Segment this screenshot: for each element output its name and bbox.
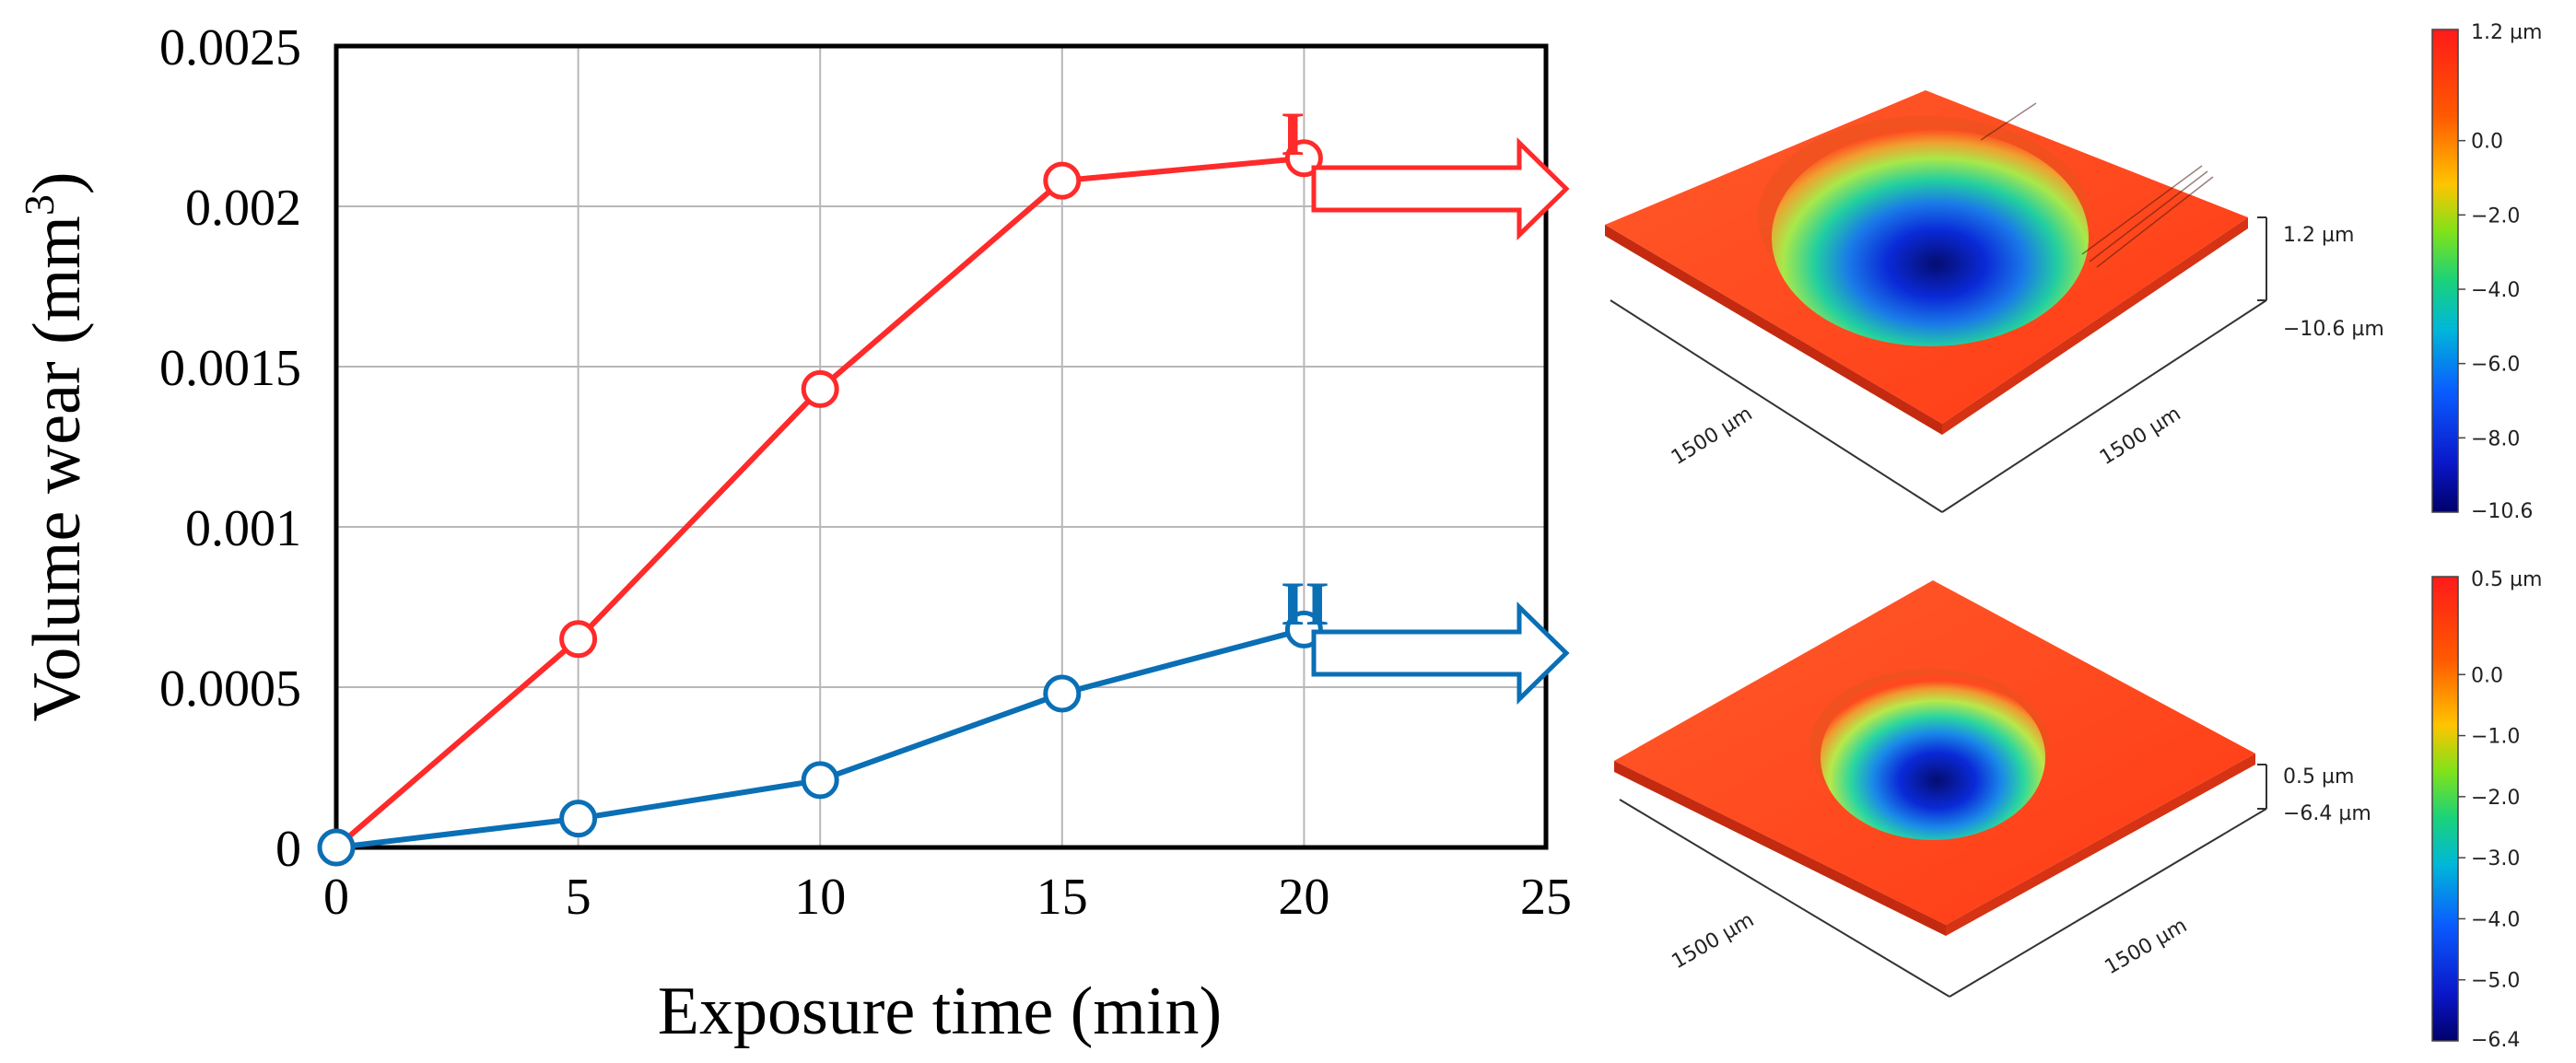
x-axis-title: Exposure time (min)	[658, 974, 1222, 1049]
x-tick-label: 5	[566, 869, 591, 926]
scale-II-top: 0.5 µm	[2471, 568, 2542, 591]
data-point-I	[801, 369, 839, 408]
crater-I	[1772, 129, 2089, 346]
color-scale-II	[2431, 576, 2459, 1042]
scale-I-top: 1.2 µm	[2471, 21, 2542, 44]
scale-tick-label: −3.0	[2471, 847, 2520, 870]
y-tick-label: 0.002	[185, 180, 301, 237]
color-scale-I	[2431, 29, 2459, 513]
x-tick-labels: 0 5 10 15 20 25	[323, 869, 1572, 926]
x-tick-label: 25	[1520, 869, 1572, 926]
series-label-II: II	[1281, 568, 1329, 638]
x-tick-label: 10	[794, 869, 846, 926]
scale-tick-label: −4.0	[2471, 908, 2520, 931]
map-II-axis-left: 1500 µm	[1669, 908, 1759, 974]
y-tick-label: 0.0015	[159, 340, 301, 397]
data-point-II	[317, 828, 356, 867]
scale-I-bottom: −10.6	[2471, 500, 2533, 523]
y-tick-label: 0.0025	[159, 19, 301, 76]
data-point-I	[559, 620, 598, 659]
map-II-z-bottom: −6.4 µm	[2283, 802, 2371, 825]
y-tick-labels: 0 0.0005 0.001 0.0015 0.002 0.0025	[159, 19, 301, 878]
arrow-to-map-II	[1311, 602, 1570, 705]
scale-tick-label: 0.0	[2471, 664, 2503, 687]
scale-tick-label: −5.0	[2471, 970, 2520, 993]
surface-map-II: 1500 µm 1500 µm 0.5 µm −6.4 µm 0.5 µm 0.…	[1614, 568, 2542, 1052]
data-point-II	[1043, 674, 1082, 713]
y-tick-label: 0.0005	[159, 660, 301, 718]
map-I-z-bottom: −10.6 µm	[2283, 318, 2384, 341]
map-I-axis-left: 1500 µm	[1668, 403, 1757, 470]
map-II-axis-right: 1500 µm	[2102, 914, 2192, 979]
map-I-z-top: 1.2 µm	[2283, 224, 2354, 247]
series-points	[317, 139, 1323, 867]
data-point-II	[559, 800, 598, 838]
x-tick-label: 15	[1036, 869, 1088, 926]
map-I-axis-right: 1500 µm	[2096, 403, 2185, 470]
x-tick-label: 0	[323, 869, 349, 926]
scale-tick-label: −6.0	[2471, 354, 2520, 377]
plot-frame	[334, 43, 1549, 850]
y-axis-title: Volume wear (mm3)	[16, 171, 95, 721]
map-II-z-top: 0.5 µm	[2283, 765, 2354, 788]
surface-map-I: 1500 µm 1500 µm 1.2 µm −10.6 µm 1.2 µm 0…	[1605, 21, 2542, 523]
scale-II-bottom: −6.4	[2471, 1029, 2520, 1052]
y-tick-label: 0	[275, 821, 301, 878]
series-label-I: I	[1281, 99, 1305, 169]
scale-tick-label: −2.0	[2471, 787, 2520, 810]
scale-I-labels: 0.0 −2.0 −4.0 −6.0 −8.0	[2458, 131, 2520, 450]
x-tick-label: 20	[1278, 869, 1329, 926]
crater-II	[1821, 674, 2045, 840]
data-point-I	[1043, 161, 1082, 200]
scale-tick-label: −1.0	[2471, 726, 2520, 749]
scale-tick-label: −8.0	[2471, 427, 2520, 450]
data-point-II	[801, 761, 839, 800]
scale-II-labels: 0.0 −1.0 −2.0 −3.0 −4.0 −5.0	[2458, 664, 2520, 993]
wear-chart: 0 0.0005 0.001 0.0015 0.002 0.0025 0 5 10 15 20 25…	[16, 19, 1572, 1049]
scale-tick-label: −2.0	[2471, 204, 2520, 228]
arrow-to-map-I	[1311, 137, 1570, 240]
y-tick-label: 0.001	[185, 500, 301, 557]
scale-tick-label: −4.0	[2471, 279, 2520, 302]
scale-tick-label: 0.0	[2471, 131, 2503, 154]
